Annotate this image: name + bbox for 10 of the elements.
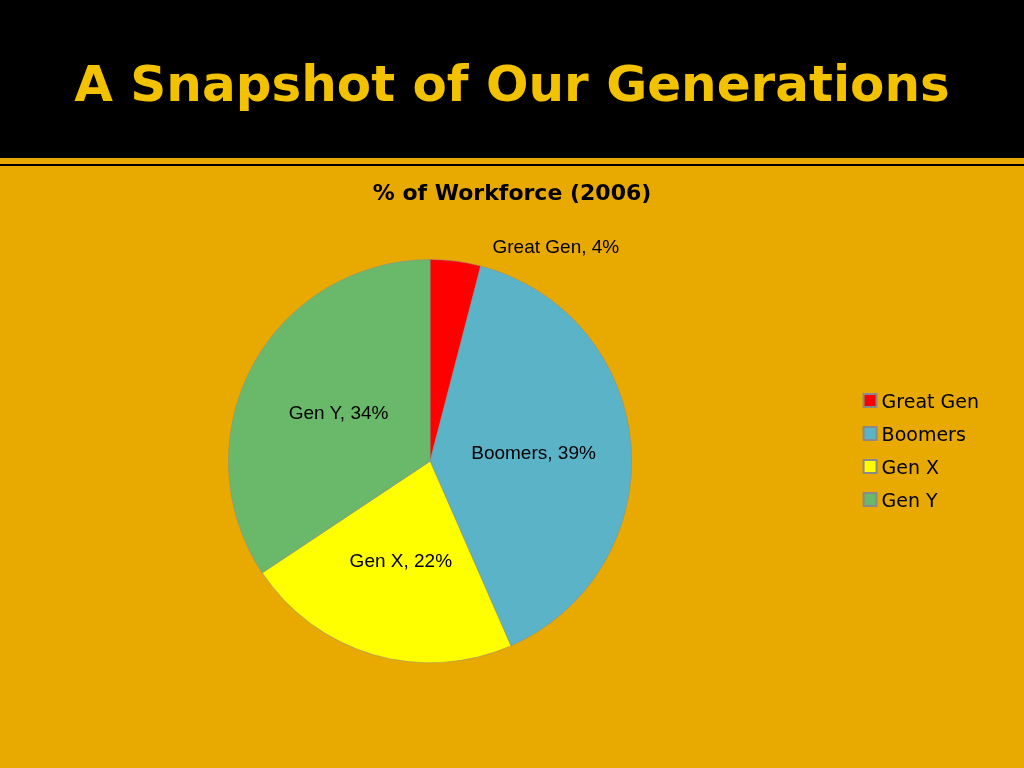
chart-subtitle: % of Workforce (2006) — [372, 179, 652, 205]
data-label: Boomers, 39% — [471, 442, 596, 464]
data-label: Gen Y, 34% — [288, 401, 389, 423]
chart-title: A Snapshot of Our Generations — [74, 54, 950, 113]
legend-label: Gen Y — [881, 488, 939, 511]
data-label: Gen X, 22% — [349, 550, 453, 572]
legend-label: Gen X — [881, 455, 940, 478]
legend-label: Great Gen — [881, 389, 980, 412]
data-label: Great Gen, 4% — [492, 235, 620, 257]
legend-label: Boomers — [881, 422, 966, 445]
